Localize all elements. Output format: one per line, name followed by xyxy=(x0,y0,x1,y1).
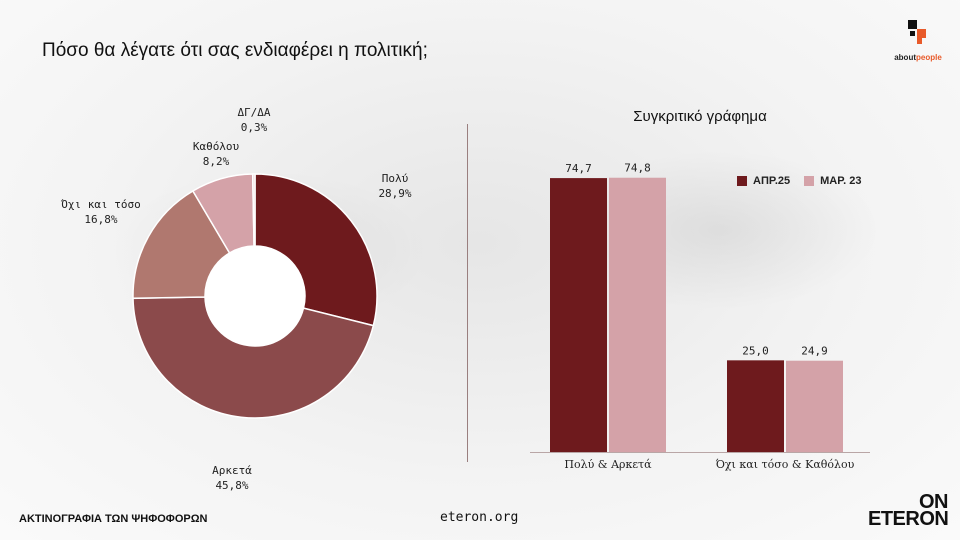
donut-slice-name-4: Καθόλου xyxy=(192,140,240,153)
bar-2-series-1 xyxy=(727,360,784,452)
aboutpeople-logo-text: aboutpeople xyxy=(886,53,950,62)
donut-slice-name-2: Αρκετά xyxy=(212,464,252,477)
donut-slice-name-3: Όχι και τόσο xyxy=(61,198,141,211)
bar-value-label-2-series-2: 24,9 xyxy=(801,345,828,358)
donut-slice-3 xyxy=(132,189,231,300)
footer-series-title: ΑΚΤΙΝΟΓΡΑΦΙΑ ΤΩΝ ΨΗΦΟΦΟΡΩΝ xyxy=(19,513,208,525)
donut-slice-label-4: Καθόλου 8,2% xyxy=(193,139,239,169)
bar-category-label-2: Όχι και τόσο & Καθόλου xyxy=(716,458,855,471)
legend-swatch-series-2 xyxy=(804,176,815,186)
donut-slice-name-1: Πολύ xyxy=(381,172,409,185)
donut-slice-label-2: Αρκετά 45,8% xyxy=(212,463,252,493)
bar-category-label-1: Πολύ & Αρκετά xyxy=(564,458,652,471)
donut-slice-value-3: 16,8% xyxy=(84,213,118,226)
aboutpeople-logo: aboutpeople xyxy=(886,20,950,66)
bar-value-label-1-series-1: 74,7 xyxy=(565,162,592,175)
logo-text-people: people xyxy=(916,53,942,62)
bar-chart-title: Συγκριτικό γράφημα xyxy=(633,108,767,125)
brand-line-eteron: ETERON xyxy=(868,508,949,530)
bar-value-label-1-series-2: 74,8 xyxy=(624,162,651,175)
donut-slice-value-4: 8,2% xyxy=(202,155,230,168)
donut-slice-label-1: Πολύ 28,9% xyxy=(378,171,411,201)
on-eteron-brand-logo: ON ETERON xyxy=(868,491,949,530)
bar-chart-legend: ΑΠΡ.25 ΜΑΡ. 23 xyxy=(737,175,862,187)
footer-website[interactable]: eteron.org xyxy=(440,510,519,525)
donut-slice-name-5: ΔΓ/ΔΑ xyxy=(237,106,271,119)
bar-1-series-2 xyxy=(609,177,666,452)
donut-slice-1 xyxy=(254,173,378,327)
chart-divider xyxy=(467,124,468,462)
legend-label-series-1: ΑΠΡ.25 xyxy=(753,175,791,187)
donut-slice-label-5: ΔΓ/ΔΑ 0,3% xyxy=(237,105,270,135)
bar-2-series-2 xyxy=(786,360,843,452)
brand-line-on: ON xyxy=(919,491,949,513)
donut-slice-value-5: 0,3% xyxy=(240,121,268,134)
legend-label-series-2: ΜΑΡ. 23 xyxy=(820,175,862,187)
logo-text-about: about xyxy=(894,53,916,62)
donut-slice-value-2: 45,8% xyxy=(215,479,249,492)
bar-value-label-2-series-1: 25,0 xyxy=(742,344,769,357)
page-title: Πόσο θα λέγατε ότι σας ενδιαφέρει η πολι… xyxy=(42,40,428,61)
bar-1-series-1 xyxy=(550,178,607,452)
legend-item-series-1: ΑΠΡ.25 xyxy=(737,175,790,187)
donut-slice-2 xyxy=(132,296,375,419)
donut-hole xyxy=(205,246,305,346)
donut-slice-label-3: Όχι και τόσο 16,8% xyxy=(61,197,140,227)
aboutpeople-logo-icon xyxy=(908,20,926,44)
donut-slice-5 xyxy=(251,173,256,247)
donut-slice-value-1: 28,9% xyxy=(378,187,412,200)
legend-swatch-series-1 xyxy=(737,176,747,186)
legend-item-series-2: ΜΑΡ. 23 xyxy=(804,175,862,187)
